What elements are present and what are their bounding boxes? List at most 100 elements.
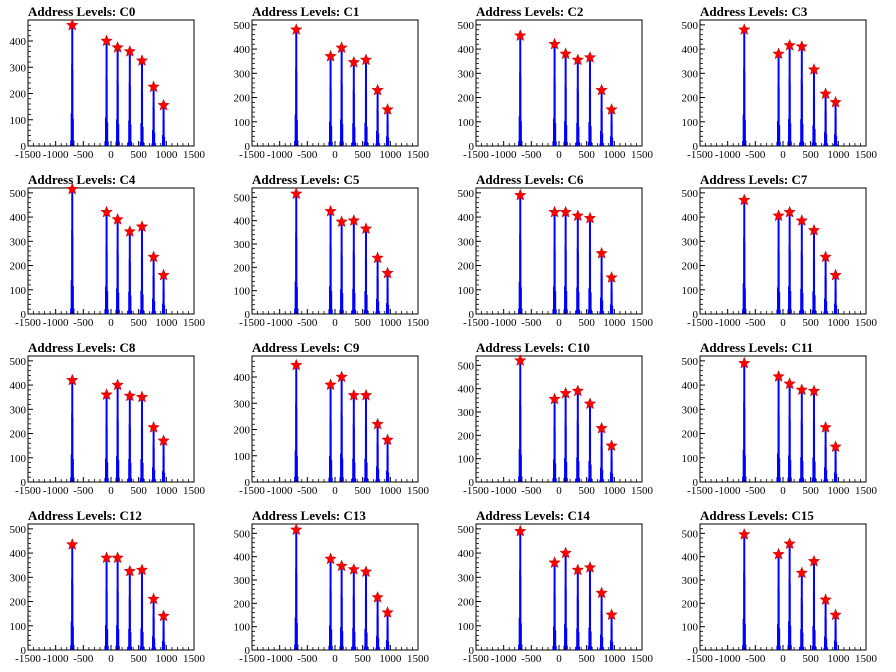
y-tick-label: 200 xyxy=(458,93,475,105)
histogram-panel: 0 100 200 300 400 -1500 -1000 -500 0 500 1000 1500 A… xyxy=(224,336,448,504)
peak-marker xyxy=(571,53,585,66)
x-tick-label: -1000 xyxy=(267,149,293,161)
y-tick-label: 300 xyxy=(458,68,475,80)
y-tick-label: 200 xyxy=(682,598,699,610)
y-tick-label: 0 xyxy=(21,645,27,657)
peak-marker xyxy=(548,37,561,50)
y-tick-label: 400 xyxy=(234,216,251,228)
histogram-plot: 0 100 200 300 400 500 -1500 -1000 -500 0 500 1000 15… xyxy=(234,19,430,161)
x-tick-label: 1500 xyxy=(855,485,878,497)
peak-marker xyxy=(807,554,821,567)
plot-frame xyxy=(699,19,867,147)
x-tick-label: -1500 xyxy=(15,149,41,161)
x-tick-label: -1000 xyxy=(491,485,517,497)
peak-marker xyxy=(123,225,137,237)
peak-marker xyxy=(157,98,170,111)
peak-marker xyxy=(111,212,124,225)
y-tick-label: 200 xyxy=(682,261,699,273)
x-tick-label: 0 xyxy=(780,317,786,329)
peak-marker xyxy=(381,433,394,446)
peak-marker xyxy=(290,23,303,35)
y-tick-label: 500 xyxy=(10,356,27,368)
peak-marker xyxy=(66,18,79,31)
x-tick-label: 1500 xyxy=(631,653,654,665)
histogram-plot: 0 100 200 300 400 500 -1500 -1000 -500 0 500 1000 15… xyxy=(458,187,654,329)
x-tick-label: 0 xyxy=(332,485,338,497)
peak-marker xyxy=(783,377,796,390)
peak-marker xyxy=(147,592,160,605)
peak-marker xyxy=(135,54,149,66)
peak-marker xyxy=(135,220,149,233)
peak-marker xyxy=(819,420,832,433)
plot-frame xyxy=(27,523,195,651)
x-tick-label: -500 xyxy=(73,149,94,161)
peak-marker xyxy=(738,23,751,35)
y-tick-label: 400 xyxy=(682,44,699,56)
x-tick-label: 1500 xyxy=(855,653,878,665)
plot-frame xyxy=(27,355,195,483)
peak-marker xyxy=(66,373,79,386)
peak-marker xyxy=(829,268,842,281)
x-tick-label: -500 xyxy=(73,317,94,329)
peak-marker xyxy=(290,358,303,371)
peak-marker xyxy=(123,44,137,57)
x-tick-label: -500 xyxy=(297,653,318,665)
peak-marker xyxy=(147,420,160,433)
y-tick-label: 200 xyxy=(458,261,475,273)
x-tick-label: 1000 xyxy=(379,653,402,665)
peak-marker xyxy=(111,41,124,53)
peak-marker xyxy=(359,565,373,578)
x-tick-label: -1500 xyxy=(463,149,489,161)
y-tick-label: 300 xyxy=(234,398,251,410)
peak-marker xyxy=(795,383,809,396)
x-tick-label: -500 xyxy=(745,485,766,497)
y-tick-label: 0 xyxy=(245,645,251,657)
peak-marker xyxy=(559,47,572,60)
y-tick-label: 100 xyxy=(682,622,699,634)
peak-marker xyxy=(347,388,361,401)
peak-marker xyxy=(371,83,384,96)
x-tick-label: -1000 xyxy=(715,653,741,665)
histogram-plot: 0 100 200 300 400 500 -1500 -1000 -500 0 500 1000 15… xyxy=(458,19,654,161)
x-tick-label: 0 xyxy=(556,485,562,497)
y-tick-label: 200 xyxy=(458,430,475,442)
plot-frame xyxy=(251,355,419,483)
histogram-plot: 0 100 200 300 400 500 -1500 -1000 -500 0 500 1000 15… xyxy=(234,523,430,665)
x-tick-label: -1000 xyxy=(267,485,293,497)
x-tick-label: 0 xyxy=(780,485,786,497)
x-tick-label: 500 xyxy=(354,149,371,161)
y-tick-label: 300 xyxy=(234,575,251,587)
x-tick-label: 500 xyxy=(354,653,371,665)
x-tick-label: -500 xyxy=(745,317,766,329)
y-tick-label: 400 xyxy=(234,372,251,384)
x-tick-label: -1500 xyxy=(687,149,713,161)
x-tick-label: 1000 xyxy=(155,653,178,665)
x-tick-label: -500 xyxy=(521,149,542,161)
peak-marker xyxy=(347,214,361,226)
peak-marker xyxy=(514,524,527,537)
peak-marker xyxy=(772,47,785,60)
x-tick-label: 500 xyxy=(578,653,595,665)
y-tick-label: 0 xyxy=(21,309,27,321)
x-tick-label: -1500 xyxy=(239,317,265,329)
x-tick-label: -1000 xyxy=(715,317,741,329)
peak-marker xyxy=(548,392,561,405)
peak-marker xyxy=(359,53,373,66)
y-tick-label: 0 xyxy=(693,141,699,153)
x-tick-label: 500 xyxy=(130,149,147,161)
histogram-panel: 0 100 200 300 400 500 -1500 -1000 -500 0 500 1000 15… xyxy=(0,504,224,672)
peak-marker xyxy=(738,356,751,369)
peak-marker xyxy=(559,205,572,218)
peak-marker xyxy=(135,390,149,403)
histogram-panel: 0 100 200 300 400 500 -1500 -1000 -500 0 500 1000 15… xyxy=(224,168,448,336)
x-tick-label: 1500 xyxy=(407,317,430,329)
peak-marker xyxy=(371,590,384,603)
peak-marker xyxy=(324,49,337,62)
panel-title: Address Levels: C8 xyxy=(28,340,136,355)
y-tick-label: 400 xyxy=(234,552,251,564)
x-tick-label: 0 xyxy=(780,149,786,161)
y-tick-label: 400 xyxy=(234,44,251,56)
x-tick-label: 0 xyxy=(556,317,562,329)
histogram-plot: 0 100 200 300 400 -1500 -1000 -500 0 500 1000 1500 xyxy=(10,18,206,161)
